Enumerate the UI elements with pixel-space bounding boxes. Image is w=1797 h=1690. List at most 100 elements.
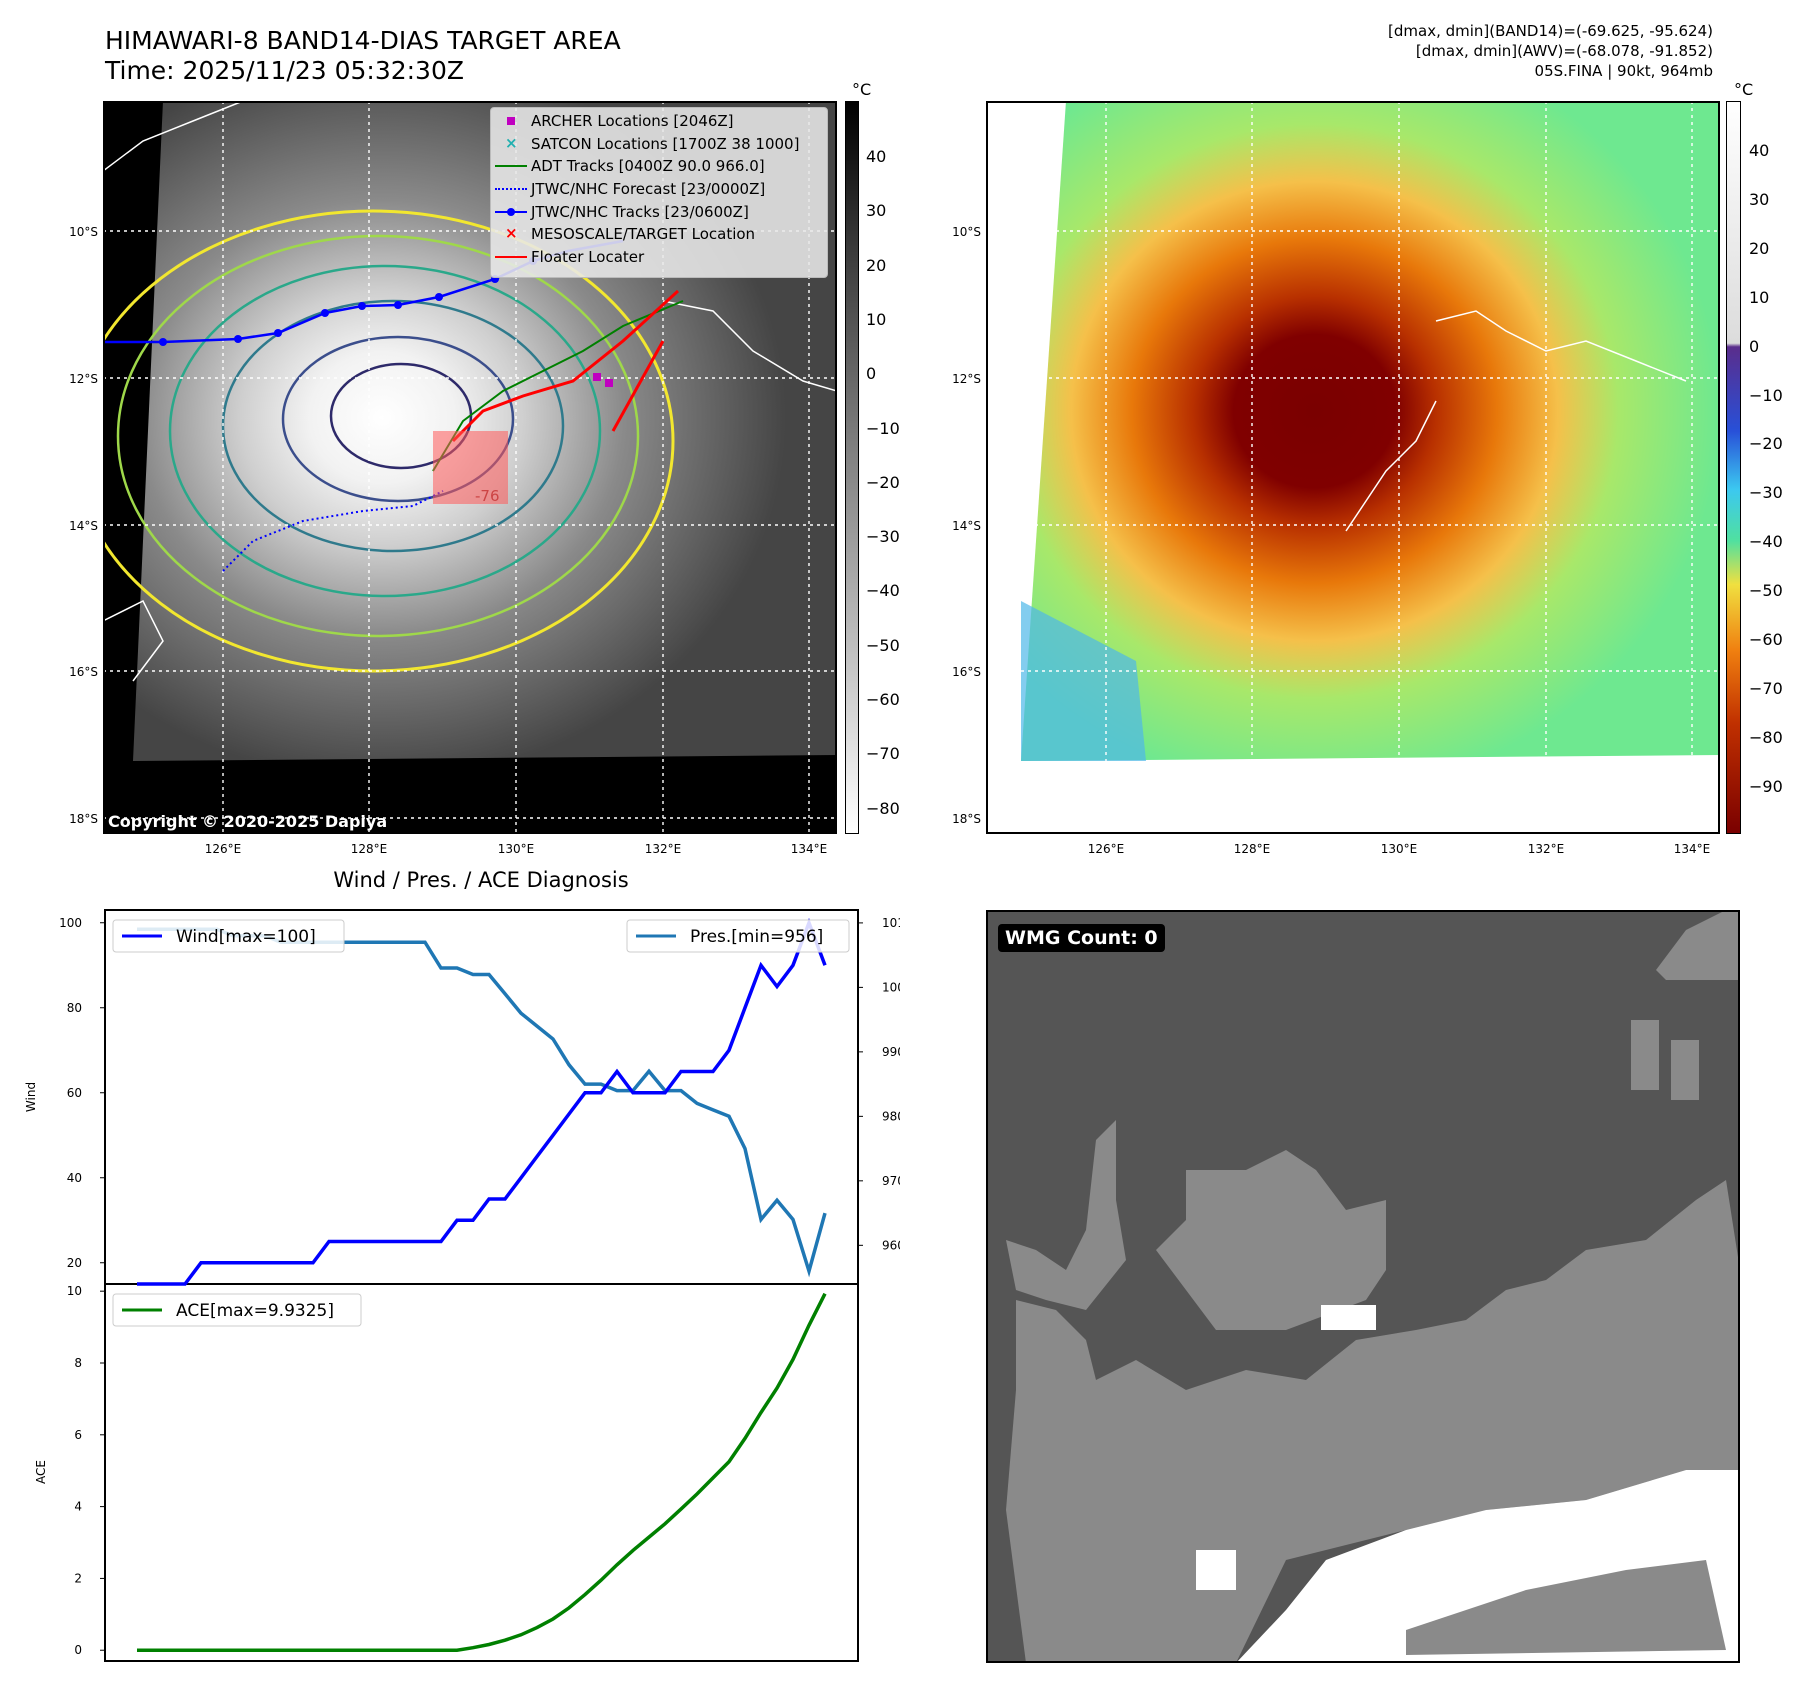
wv-lon-label: 134°E: [1673, 842, 1711, 856]
wv-colorbar-tick: 30: [1749, 189, 1770, 209]
ace-legend: ACE[max=9.9325]: [112, 1293, 362, 1327]
ir-colorbar-tick: −40: [866, 581, 900, 601]
dotted-line-icon: [495, 188, 527, 191]
ir-colorbar-tick: −50: [866, 635, 900, 655]
pressure-tick-label: 990: [882, 1045, 900, 1059]
legend-entry-tracks: JTWC/NHC Tracks [23/0600Z]: [491, 200, 823, 223]
ir-colorbar-tick: 20: [866, 255, 887, 275]
diagnosis-chart: Wind / Pres. / ACE Diagnosis Wind Pressu…: [24, 868, 900, 1662]
ace-tick-label: 4: [74, 1500, 82, 1514]
ir-lat-label: 10°S: [69, 225, 98, 239]
ace-series-line: [137, 1292, 827, 1652]
wv-colorbar-tick: 20: [1749, 238, 1770, 258]
wv-colorbar-tick: 0: [1749, 336, 1760, 356]
pressure-tick-label: 1000: [882, 980, 900, 994]
wind-pressure-axes: [104, 909, 859, 1285]
wv-lon-label: 130°E: [1380, 842, 1418, 856]
wind-tick-label: 20: [67, 1256, 82, 1270]
wv-colorbar-tick: −10: [1749, 385, 1783, 405]
ace-tick-label: 2: [74, 1571, 82, 1585]
ace-tick-label: 8: [74, 1356, 82, 1370]
wv-lat-label: 10°S: [952, 225, 981, 239]
wv-colorbar-unit: °C: [1734, 80, 1754, 99]
wv-colorbar-tick: −50: [1749, 581, 1783, 601]
legend-entry-forecast: JTWC/NHC Forecast [23/0000Z]: [491, 178, 823, 201]
chart-title-line2: Time: 2025/11/23 05:32:30Z: [105, 56, 464, 85]
ir-colorbar-tick: 0: [866, 364, 877, 384]
pressure-tick-label: 970: [882, 1174, 900, 1188]
wv-lon-label: 128°E: [1233, 842, 1271, 856]
ir-lon-label: 134°E: [790, 842, 828, 856]
wind-tick-label: 100: [59, 916, 82, 930]
ir-colorbar-tick: −60: [866, 690, 900, 709]
legend-entry-archer: ARCHER Locations [2046Z]: [491, 110, 823, 133]
legend-label: ADT Tracks [0400Z 90.0 966.0]: [531, 157, 765, 176]
wv-lat-label: 16°S: [952, 665, 981, 679]
wv-lon-label: 126°E: [1087, 842, 1125, 856]
wv-colorbar-tick: −20: [1749, 434, 1783, 454]
ace-tick-label: 0: [74, 1643, 82, 1657]
ir-lon-label: 126°E: [204, 842, 242, 856]
wind-legend: Wind[max=100]: [112, 919, 345, 953]
line-marker-icon: [495, 165, 527, 168]
legend-entry-adt: ADT Tracks [0400Z 90.0 966.0]: [491, 155, 823, 178]
wind-tick-label: 80: [67, 1001, 82, 1015]
legend-entry-mesoscale: × MESOSCALE/TARGET Location: [491, 223, 823, 246]
pressure-series-line: [137, 927, 827, 1278]
wv-colorbar-tick: 10: [1749, 287, 1770, 307]
ir-colorbar: [845, 101, 859, 834]
ir-colorbar-unit: °C: [852, 80, 872, 99]
wmg-count-badge: WMG Count: 0: [998, 924, 1165, 952]
ir-colorbar-tick: −80: [866, 798, 900, 818]
wind-legend-label: Wind[max=100]: [176, 927, 316, 947]
x-marker-icon: ×: [505, 224, 518, 243]
ace-tick-label: 6: [74, 1428, 82, 1442]
ir-lon-label: 128°E: [350, 842, 388, 856]
info-line1: [dmax, dmin](BAND14)=(-69.625, -95.624): [1388, 22, 1713, 40]
legend-entry-floater: Floater Locater: [491, 246, 823, 269]
wv-lon-label: 132°E: [1527, 842, 1565, 856]
cell-value-label: -76: [475, 487, 500, 505]
wind-tick-label: 60: [67, 1086, 82, 1100]
ace-tick-label: 10: [67, 1284, 82, 1298]
legend-label: Floater Locater: [531, 247, 645, 266]
pressure-legend-label: Pres.[min=956]: [690, 927, 823, 947]
ir-colorbar-tick: 10: [866, 309, 887, 329]
ir-lon-label: 130°E: [497, 842, 535, 856]
copyright-text: Copyright © 2020-2025 Dapiya: [108, 812, 388, 831]
legend-label: ARCHER Locations [2046Z]: [531, 112, 734, 131]
pressure-legend: Pres.[min=956]: [626, 919, 850, 953]
legend-label: MESOSCALE/TARGET Location: [531, 225, 756, 244]
wv-colorbar-tick: −60: [1749, 630, 1783, 649]
wv-colorbar: [1726, 101, 1741, 834]
legend-label: JTWC/NHC Tracks [23/0600Z]: [531, 202, 749, 221]
wmg-panel-frame: [986, 910, 1740, 1663]
ace-axes: [104, 1283, 859, 1662]
ir-lat-label: 18°S: [69, 812, 98, 826]
legend-label: JTWC/NHC Forecast [23/0000Z]: [531, 180, 766, 199]
wv-colorbar-tick: −90: [1749, 776, 1783, 796]
chart-title-line1: HIMAWARI-8 BAND14-DIAS TARGET AREA: [105, 26, 621, 55]
ir-colorbar-tick: −30: [866, 527, 900, 547]
wv-colorbar-tick: −80: [1749, 727, 1783, 747]
legend-entry-satcon: × SATCON Locations [1700Z 38 1000]: [491, 133, 823, 156]
wind-axis-label: Wind: [24, 1082, 38, 1112]
square-marker-icon: [507, 117, 515, 126]
ir-colorbar-tick: −10: [866, 418, 900, 438]
wv-colorbar-tick: −30: [1749, 483, 1783, 503]
ir-lat-label: 14°S: [69, 519, 98, 533]
line-marker-icon: [495, 255, 527, 258]
ir-colorbar-tick: 30: [866, 201, 887, 221]
x-marker-icon: ×: [505, 133, 518, 152]
ir-colorbar-tick: 40: [866, 147, 887, 166]
ace-legend-label: ACE[max=9.9325]: [176, 1301, 334, 1321]
wv-colorbar-tick: −40: [1749, 532, 1783, 552]
diagnosis-title: Wind / Pres. / ACE Diagnosis: [333, 868, 628, 892]
wv-panel-frame: [986, 101, 1720, 834]
info-line3: 05S.FINA | 90kt, 964mb: [1534, 62, 1713, 80]
ir-panel-frame: [103, 101, 837, 834]
ace-axis-label: ACE: [34, 1460, 48, 1484]
ir-legend: ARCHER Locations [2046Z] × SATCON Locati…: [490, 107, 828, 278]
ir-colorbar-tick: −20: [866, 472, 900, 492]
